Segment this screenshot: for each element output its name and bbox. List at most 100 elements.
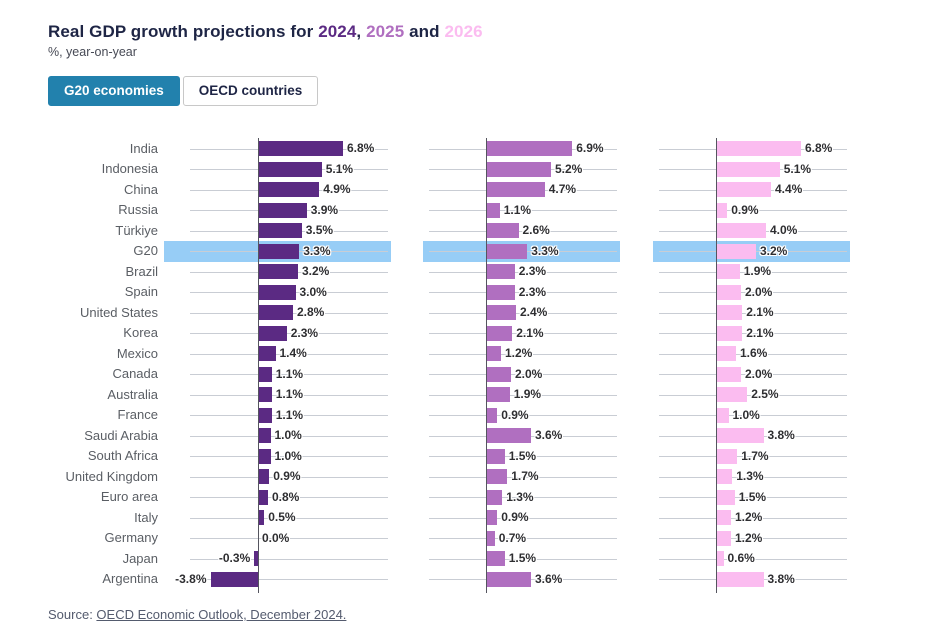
bar-2024-france[interactable]	[258, 407, 272, 423]
gridline	[429, 476, 617, 478]
bar-2024-south-africa[interactable]	[258, 448, 271, 464]
bar-2025-indonesia[interactable]	[486, 161, 551, 177]
bar-2024-spain[interactable]	[258, 284, 296, 300]
bar-2026-south-africa[interactable]	[716, 448, 738, 464]
bar-2025-euro-area[interactable]	[486, 489, 503, 505]
value-label: 0.9%	[501, 510, 529, 525]
value-label: 3.0%	[299, 284, 327, 299]
gridline	[429, 210, 617, 212]
bar-2025-russia[interactable]	[486, 202, 500, 218]
bar-2025-south-africa[interactable]	[486, 448, 505, 464]
value-label: 0.9%	[731, 202, 759, 217]
bar-2025-france[interactable]	[486, 407, 498, 423]
category-label: China	[124, 181, 158, 197]
value-label: 1.7%	[741, 448, 769, 463]
bar-2025-g20[interactable]	[486, 243, 528, 259]
bar-2024-brazil[interactable]	[258, 264, 298, 280]
value-label: 4.9%	[323, 182, 351, 197]
bar-2026-united-states[interactable]	[716, 305, 743, 321]
bar-2025-united-states[interactable]	[486, 305, 516, 321]
bar-2024-korea[interactable]	[258, 325, 287, 341]
bar-2026-france[interactable]	[716, 407, 729, 423]
bar-2026-germany[interactable]	[716, 530, 731, 546]
bar-2024-g20[interactable]	[258, 243, 300, 259]
gridline	[429, 497, 617, 499]
chart-panel-2024: 6.8% 5.1% 4.9% 3.9% 3.5% 3.3% 3.2% 3.0% 2.8% 2.3%…	[164, 137, 391, 593]
bar-2025-united-kingdom[interactable]	[486, 469, 508, 485]
bar-2026-spain[interactable]	[716, 284, 741, 300]
title-prefix: Real GDP growth projections for	[48, 22, 319, 41]
bar-2024-euro-area[interactable]	[258, 489, 268, 505]
bar-2026-canada[interactable]	[716, 366, 741, 382]
bar-2024-japan[interactable]	[254, 551, 258, 567]
bar-2024-argentina[interactable]	[210, 571, 258, 587]
bar-2026-brazil[interactable]	[716, 264, 740, 280]
bar-2024-australia[interactable]	[258, 387, 272, 403]
bar-2026-united-kingdom[interactable]	[716, 469, 733, 485]
bar-2026-china[interactable]	[716, 182, 771, 198]
bar-2024-united-kingdom[interactable]	[258, 469, 270, 485]
bar-2026-saudi-arabia[interactable]	[716, 428, 764, 444]
category-labels-column: India Indonesia China Russia Türkiye G20 Brazi…	[48, 139, 159, 590]
bar-2024-united-states[interactable]	[258, 305, 293, 321]
gridline	[429, 517, 617, 519]
bar-2024-canada[interactable]	[258, 366, 272, 382]
category-label: France	[117, 407, 158, 423]
bar-2026-türkiye[interactable]	[716, 223, 766, 239]
bar-2025-argentina[interactable]	[486, 571, 531, 587]
bar-2024-saudi-arabia[interactable]	[258, 428, 271, 444]
bar-2025-canada[interactable]	[486, 366, 511, 382]
value-label: 0.9%	[501, 407, 529, 422]
bar-2025-china[interactable]	[486, 182, 545, 198]
value-label: 4.0%	[770, 223, 798, 238]
bar-2026-euro-area[interactable]	[716, 489, 735, 505]
value-label: 1.5%	[508, 551, 537, 566]
bar-2026-russia[interactable]	[716, 202, 728, 218]
oecd-countries-tab[interactable]: OECD countries	[182, 76, 319, 106]
bar-2025-brazil[interactable]	[486, 264, 515, 280]
bar-2025-india[interactable]	[486, 141, 573, 157]
bar-2025-spain[interactable]	[486, 284, 515, 300]
bar-2024-russia[interactable]	[258, 202, 307, 218]
bar-2025-mexico[interactable]	[486, 346, 501, 362]
bar-2024-mexico[interactable]	[258, 346, 276, 362]
value-label: 1.2%	[735, 530, 763, 545]
bar-2024-china[interactable]	[258, 182, 320, 198]
bar-2024-türkiye[interactable]	[258, 223, 302, 239]
bar-2024-indonesia[interactable]	[258, 161, 322, 177]
bar-2025-italy[interactable]	[486, 510, 498, 526]
bar-2026-argentina[interactable]	[716, 571, 764, 587]
value-label: 1.7%	[511, 469, 539, 484]
value-label: 2.3%	[518, 264, 547, 279]
bar-2025-japan[interactable]	[486, 551, 505, 567]
bar-2026-korea[interactable]	[716, 325, 743, 341]
category-label: Japan	[122, 550, 158, 566]
title-separator-1: ,	[356, 22, 367, 41]
bar-2026-indonesia[interactable]	[716, 161, 780, 177]
value-label: 0.9%	[273, 469, 301, 484]
value-label: 2.8%	[297, 305, 325, 320]
bar-2026-mexico[interactable]	[716, 346, 736, 362]
bar-2026-india[interactable]	[716, 141, 801, 157]
g20-economies-tab[interactable]: G20 economies	[48, 76, 180, 106]
gridline	[659, 456, 847, 458]
category-label: Spain	[124, 284, 158, 300]
bar-2024-india[interactable]	[258, 141, 343, 157]
bar-2025-saudi-arabia[interactable]	[486, 428, 531, 444]
source-link[interactable]: OECD Economic Outlook, December 2024.	[96, 606, 347, 622]
zero-axis-line	[716, 137, 717, 593]
bar-2025-korea[interactable]	[486, 325, 513, 341]
bar-2025-türkiye[interactable]	[486, 223, 519, 239]
bar-2025-australia[interactable]	[486, 387, 510, 403]
bar-2024-italy[interactable]	[258, 510, 265, 526]
value-label: -3.8%	[175, 571, 207, 586]
bar-2025-germany[interactable]	[486, 530, 495, 546]
gridline	[429, 394, 617, 396]
bar-2026-g20[interactable]	[716, 243, 756, 259]
bar-2026-australia[interactable]	[716, 387, 748, 403]
gridline	[659, 374, 847, 376]
bar-2026-japan[interactable]	[716, 551, 724, 567]
value-label: 2.1%	[516, 325, 544, 340]
gridline	[429, 415, 617, 417]
bar-2026-italy[interactable]	[716, 510, 731, 526]
